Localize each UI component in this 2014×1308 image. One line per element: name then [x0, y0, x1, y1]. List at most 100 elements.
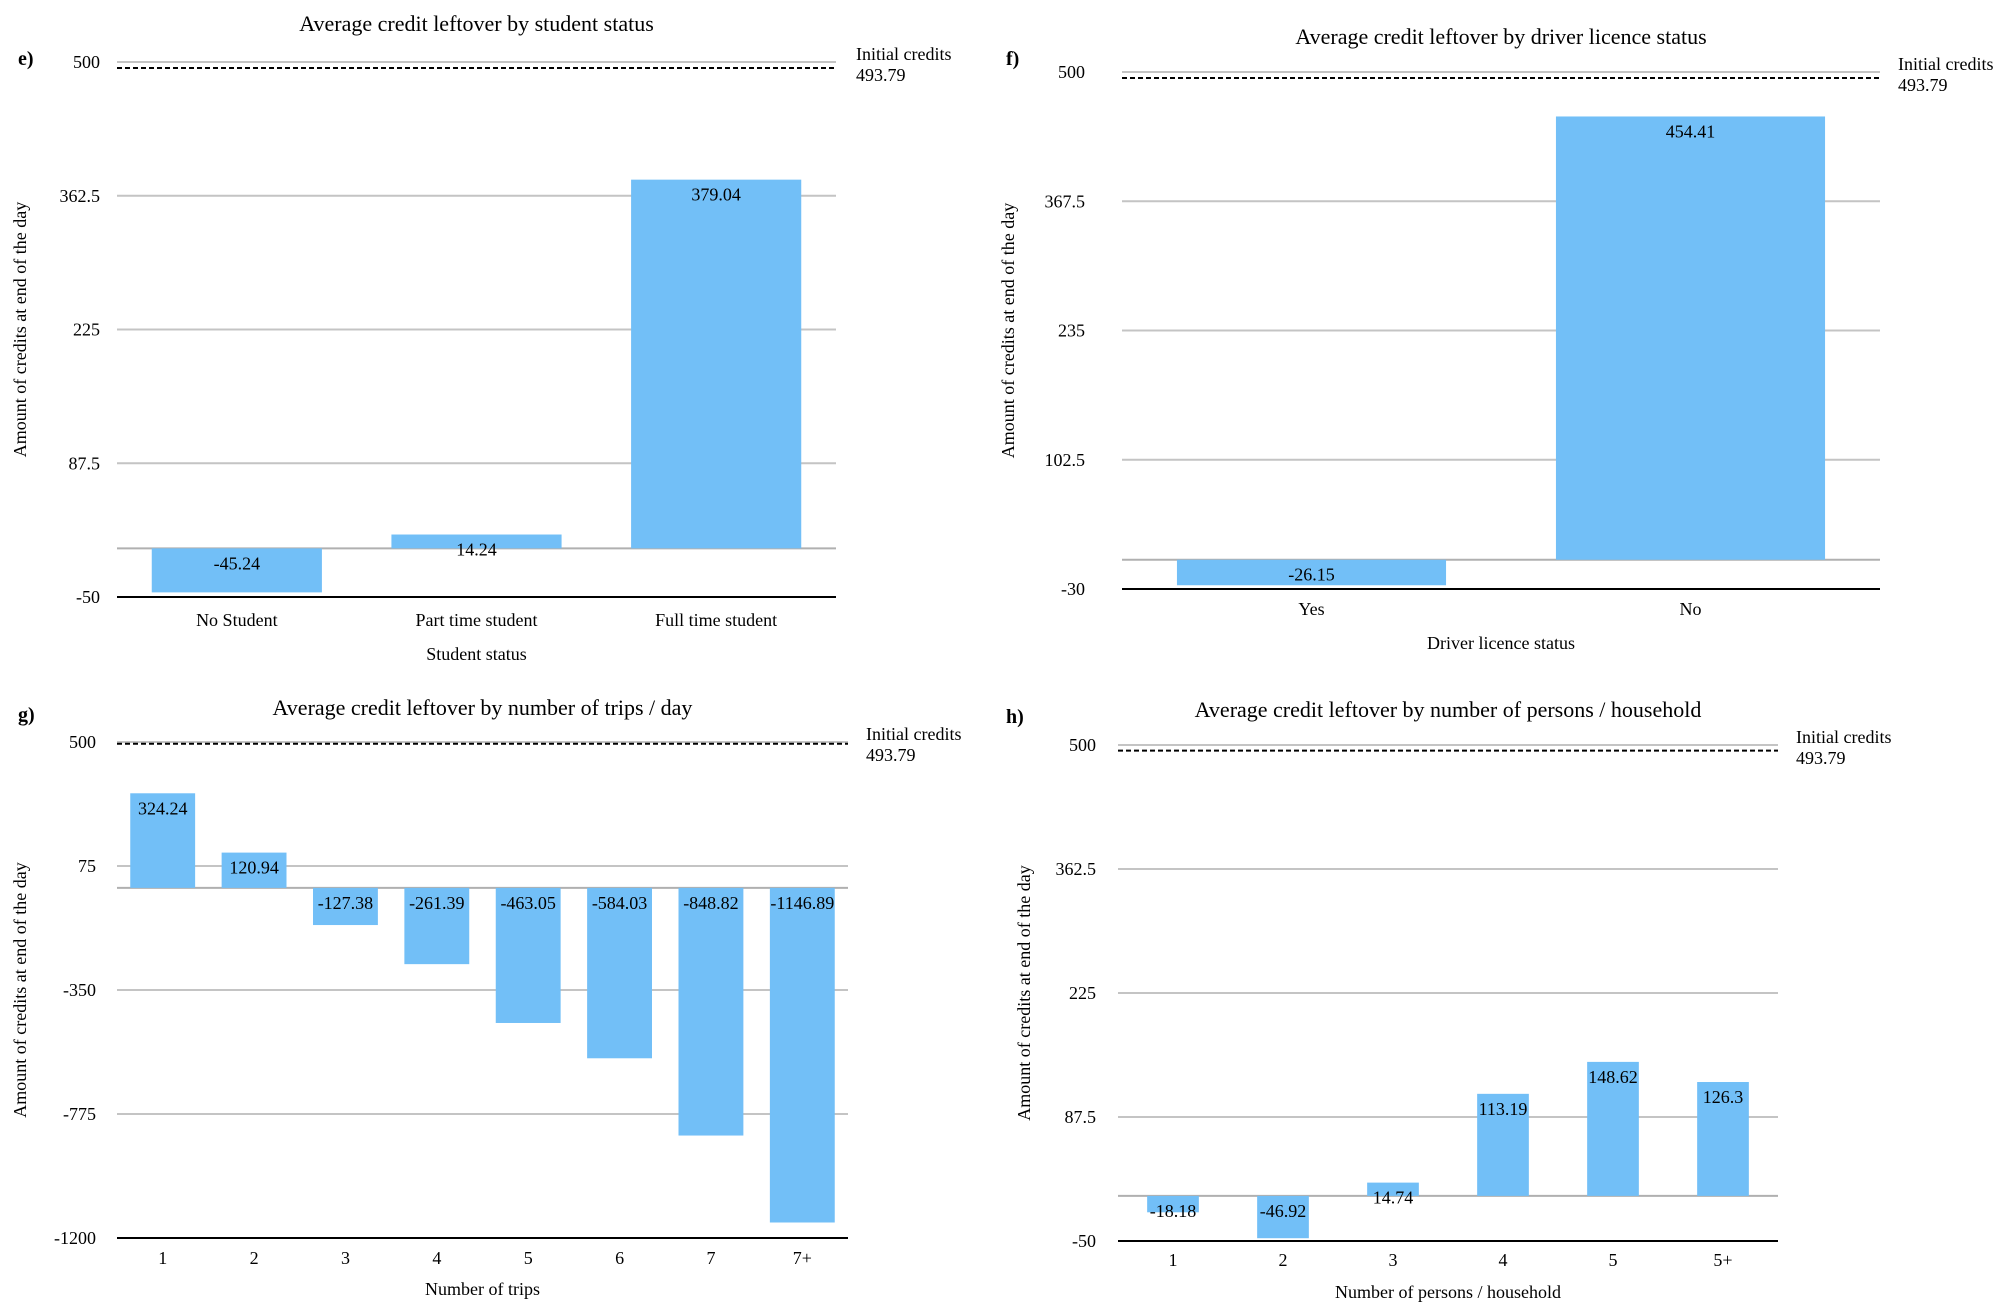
y-tick-label: 87.5	[1065, 1107, 1097, 1127]
panel-label: f)	[1006, 48, 1019, 70]
y-tick-label: 362.5	[60, 186, 101, 206]
panel-label: g)	[18, 704, 35, 726]
initial-credits-label: Initial credits 493.79	[1796, 727, 1891, 768]
y-tick-label: 500	[73, 52, 100, 72]
x-tick-label: 4	[1499, 1250, 1508, 1270]
bar	[631, 179, 802, 549]
bar	[1555, 116, 1826, 560]
x-tick-label: Yes	[1298, 599, 1324, 619]
chart-panel-2: f) Average credit leftover by driver lice…	[998, 24, 1993, 653]
y-tick-label: -50	[76, 587, 100, 607]
x-tick-label: No	[1680, 599, 1702, 619]
x-axis-label: Student status	[426, 644, 527, 664]
bar	[1697, 1082, 1749, 1196]
data-label: 324.24	[138, 798, 188, 818]
x-tick-label: 1	[1169, 1250, 1178, 1270]
data-label: 113.19	[1479, 1099, 1528, 1119]
initial-credits-label: Initial credits 493.79	[856, 44, 951, 85]
chart-title: Average credit leftover by number of per…	[1195, 697, 1702, 722]
data-label: -45.24	[214, 553, 261, 573]
bar	[221, 852, 287, 888]
x-tick-label: 3	[341, 1248, 350, 1268]
panel-label: h)	[1006, 706, 1024, 728]
y-tick-label: -30	[1061, 579, 1085, 599]
bar	[769, 887, 835, 1223]
x-tick-label: 7+	[793, 1248, 812, 1268]
data-label: -261.39	[409, 893, 465, 913]
data-label: 454.41	[1666, 121, 1716, 141]
x-tick-label: No Student	[196, 610, 278, 630]
x-tick-label: Part time student	[416, 610, 538, 630]
data-label: -463.05	[500, 893, 556, 913]
data-label: 379.04	[691, 185, 741, 205]
x-tick-label: 5	[1609, 1250, 1618, 1270]
bar	[312, 887, 378, 926]
data-label: -46.92	[1260, 1201, 1307, 1221]
data-label: -1146.89	[770, 893, 834, 913]
chart-title: Average credit leftover by number of tri…	[273, 695, 693, 720]
x-tick-label: Full time student	[655, 610, 777, 630]
bar	[1587, 1061, 1639, 1196]
bar	[495, 887, 561, 1023]
bar	[1147, 1195, 1199, 1213]
y-tick-label: 362.5	[1056, 859, 1097, 879]
chart-panel-1: e) Average credit leftover by student sta…	[10, 11, 951, 664]
y-tick-label: -350	[63, 980, 96, 1000]
y-axis-label: Amount of credits at end of the day	[1014, 865, 1034, 1120]
data-label: -584.03	[592, 893, 648, 913]
data-label: -26.15	[1288, 565, 1335, 585]
y-tick-label: -1200	[54, 1228, 96, 1248]
data-label: -848.82	[683, 893, 739, 913]
data-label: 148.62	[1588, 1067, 1638, 1087]
chart-panel-4: h) Average credit leftover by number of p…	[1006, 697, 1891, 1302]
bar	[587, 887, 653, 1059]
x-tick-label: 3	[1389, 1250, 1398, 1270]
bar	[1257, 1195, 1309, 1239]
x-tick-label: 1	[158, 1248, 167, 1268]
x-tick-label: 7	[706, 1248, 715, 1268]
data-label: 14.74	[1373, 1188, 1414, 1208]
data-label: -18.18	[1150, 1201, 1197, 1221]
y-tick-label: 87.5	[69, 453, 101, 473]
bar	[1176, 559, 1447, 586]
x-tick-label: 4	[432, 1248, 441, 1268]
y-tick-label: 500	[1058, 62, 1085, 82]
x-axis-label: Number of persons / household	[1335, 1282, 1561, 1302]
y-tick-label: 225	[73, 320, 100, 340]
data-label: 126.3	[1703, 1087, 1744, 1107]
x-tick-label: 2	[250, 1248, 259, 1268]
y-tick-label: 75	[78, 856, 96, 876]
chart-title: Average credit leftover by driver licenc…	[1295, 24, 1706, 49]
y-tick-label: -50	[1072, 1231, 1096, 1251]
y-axis-label: Amount of credits at end of the day	[998, 203, 1018, 458]
initial-credits-label: Initial credits 493.79	[866, 724, 961, 765]
chart-title: Average credit leftover by student statu…	[299, 11, 654, 36]
bar	[404, 887, 470, 965]
y-tick-label: 367.5	[1045, 191, 1086, 211]
panel-label: e)	[18, 48, 34, 70]
y-tick-label: 500	[69, 732, 96, 752]
bar	[391, 534, 562, 549]
data-label: 120.94	[229, 858, 279, 878]
x-tick-label: 5	[524, 1248, 533, 1268]
y-axis-label: Amount of credits at end of the day	[10, 862, 30, 1117]
x-tick-label: 2	[1279, 1250, 1288, 1270]
y-tick-label: 235	[1058, 321, 1085, 341]
y-tick-label: 500	[1069, 735, 1096, 755]
x-tick-label: 6	[615, 1248, 624, 1268]
chart-panel-3: g) Average credit leftover by number of t…	[10, 695, 961, 1299]
bar	[678, 887, 744, 1136]
bar	[151, 548, 322, 593]
data-label: 14.24	[456, 540, 497, 560]
x-axis-label: Driver licence status	[1427, 633, 1575, 653]
y-tick-label: 225	[1069, 983, 1096, 1003]
data-label: -127.38	[318, 893, 374, 913]
y-axis-label: Amount of credits at end of the day	[10, 202, 30, 457]
bar	[130, 793, 196, 888]
y-tick-label: 102.5	[1045, 450, 1086, 470]
initial-credits-label: Initial credits 493.79	[1898, 54, 1993, 95]
bar	[1367, 1182, 1419, 1196]
x-axis-label: Number of trips	[425, 1279, 540, 1299]
